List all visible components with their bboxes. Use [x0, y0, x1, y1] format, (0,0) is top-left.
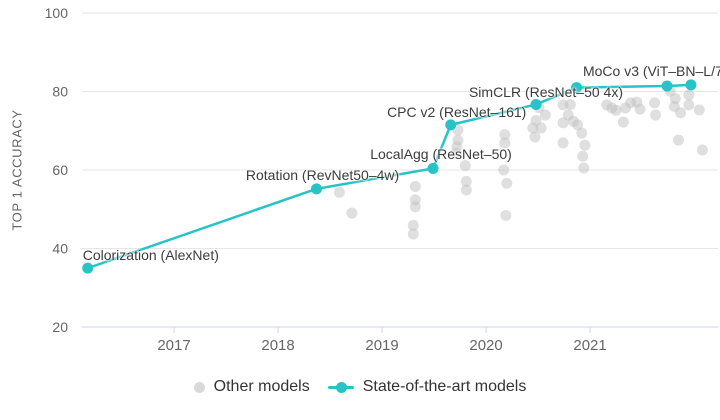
y-axis-tick-labels: 20 40 60 80 100 — [45, 5, 69, 335]
other-model-point — [460, 184, 472, 196]
other-model-point — [498, 164, 510, 176]
other-model-point — [672, 134, 684, 146]
other-model-point — [650, 109, 662, 121]
other-model-point — [535, 122, 547, 134]
other-model-point — [450, 147, 462, 159]
other-model-point — [578, 162, 590, 174]
teal-line-dot-icon — [327, 381, 354, 393]
other-model-point — [572, 119, 584, 131]
x-axis-tick-labels: 2017 2018 2019 2020 2021 — [157, 337, 606, 354]
sota-point — [530, 98, 542, 110]
x-tick-label: 2018 — [261, 337, 294, 354]
x-tick-label: 2021 — [573, 337, 606, 354]
x-tick-label: 2019 — [365, 337, 398, 354]
y-tick-label: 100 — [45, 5, 69, 21]
other-model-point — [634, 103, 646, 115]
other-models-series — [333, 85, 708, 240]
other-model-point — [693, 104, 705, 116]
other-model-point — [564, 98, 576, 110]
y-tick-label: 60 — [52, 162, 68, 178]
other-model-point — [409, 201, 421, 213]
sota-point — [445, 119, 457, 131]
other-model-point — [557, 137, 569, 149]
other-model-point — [460, 175, 472, 187]
other-model-point — [649, 97, 661, 109]
other-model-point — [500, 210, 512, 222]
sota-point — [311, 183, 323, 195]
state-of-the-art-series — [82, 79, 697, 274]
other-model-point — [539, 109, 551, 121]
gridlines — [82, 12, 718, 249]
other-model-point — [683, 89, 695, 101]
other-model-point — [407, 228, 419, 240]
y-tick-label: 20 — [52, 319, 68, 335]
legend: Other models State-of-the-art models — [0, 372, 720, 402]
sota-line — [86, 83, 693, 270]
other-model-point — [499, 129, 511, 141]
other-model-point — [675, 107, 687, 119]
other-model-point — [527, 122, 539, 134]
other-model-point — [576, 127, 588, 139]
other-model-point — [346, 207, 358, 219]
sota-point — [571, 82, 583, 94]
other-model-point — [617, 116, 629, 128]
sota-point — [427, 162, 439, 174]
other-model-point — [407, 219, 419, 231]
legend-label-sota-models: State-of-the-art models — [362, 378, 527, 395]
other-model-point — [579, 139, 591, 151]
other-model-point — [529, 131, 541, 143]
y-axis-title: TOP 1 ACCURACY — [9, 109, 25, 231]
x-tick-label: 2020 — [469, 337, 502, 354]
other-model-point — [409, 180, 421, 192]
y-tick-label: 40 — [52, 241, 68, 257]
gray-dot-icon — [193, 381, 205, 393]
other-model-point — [499, 137, 511, 149]
other-model-point — [696, 144, 708, 156]
legend-item-sota-models[interactable]: State-of-the-art models — [327, 378, 527, 396]
other-model-point — [501, 177, 513, 189]
other-model-point — [333, 186, 345, 198]
sota-point — [661, 80, 673, 92]
legend-label-other-models: Other models — [213, 378, 310, 395]
other-model-point — [683, 99, 695, 111]
legend-item-other-models[interactable]: Other models — [193, 378, 310, 396]
other-model-point — [610, 104, 622, 116]
other-model-point — [557, 117, 569, 129]
other-model-point — [577, 150, 589, 162]
sota-point — [685, 79, 697, 91]
other-model-point — [459, 160, 471, 172]
x-axis — [82, 326, 718, 333]
sota-point — [82, 262, 94, 274]
x-tick-label: 2017 — [157, 337, 190, 354]
y-tick-label: 80 — [52, 84, 68, 100]
